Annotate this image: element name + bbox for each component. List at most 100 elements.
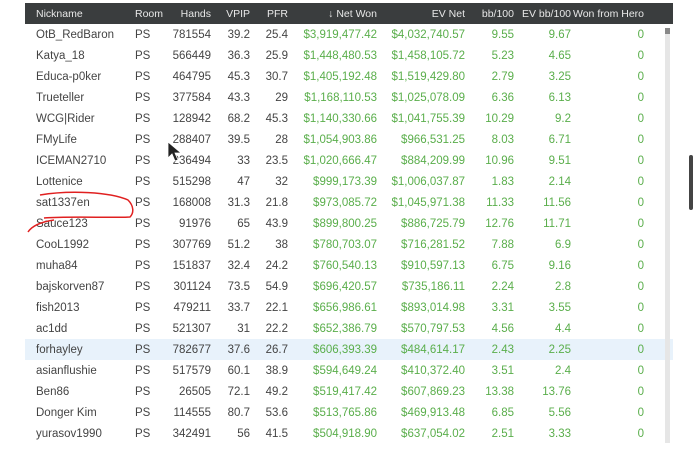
cell-hands: 566449 xyxy=(172,49,211,62)
cell-ev-net: $637,054.02 xyxy=(401,427,465,440)
column-header-vpip[interactable]: VPIP xyxy=(211,3,250,24)
cell-nickname: ac1dd xyxy=(36,322,68,335)
table-row[interactable]: yurasov1990 PS 342491 56 41.5 $504,918.90 $637… xyxy=(25,423,673,444)
cell-room: PS xyxy=(135,322,151,335)
table-scrollbar-thumb[interactable] xyxy=(665,28,670,34)
cell-net-won: $1,168,110.53 xyxy=(304,91,377,104)
cell-won-from-hero: 0 xyxy=(637,175,644,188)
cell-vpip: 47 xyxy=(237,175,250,188)
cell-vpip: 72.1 xyxy=(227,385,250,398)
column-header-hands[interactable]: Hands xyxy=(165,3,211,24)
column-header-bb-100[interactable]: bb/100 xyxy=(465,3,514,24)
cell-ev-net: $884,209.99 xyxy=(401,154,465,167)
column-header-won-from-hero[interactable]: Won from Hero xyxy=(571,3,649,24)
cell-won-from-hero: 0 xyxy=(637,322,644,335)
cell-hands: 782677 xyxy=(165,339,211,360)
cell-vpip: 68.2 xyxy=(227,112,250,125)
table-row[interactable]: ac1dd PS 521307 31 22.2 $652,386.79 $570,797.5… xyxy=(25,318,673,339)
cell-net-won: $899,800.25 xyxy=(313,217,377,230)
table-row[interactable]: Ben86 PS 26505 72.1 49.2 $519,417.42 $607,869.… xyxy=(25,381,673,402)
cell-won-from-hero: 0 xyxy=(637,238,644,251)
cell-won-from-hero: 0 xyxy=(637,280,644,293)
column-header-label: VPIP xyxy=(226,7,250,20)
cell-room: PS xyxy=(135,49,151,62)
cell-hands: 377584 xyxy=(172,91,211,104)
cell-bb-100: 8.03 xyxy=(491,133,514,146)
table-row[interactable]: forhayley PS 782677 37.6 26.7 $606,393.39 $484… xyxy=(25,339,673,360)
cell-ev-bb-100: 2.25 xyxy=(514,339,571,360)
column-header-ev-bb-100[interactable]: EV bb/100 xyxy=(514,3,571,24)
cell-hands: 479211 xyxy=(173,301,211,314)
cell-ev-net: $570,797.53 xyxy=(401,322,465,335)
cell-pfr: 41.5 xyxy=(265,427,288,440)
table-row[interactable]: Educa-p0ker PS 464795 45.3 30.7 $1,405,192.48… xyxy=(25,66,673,87)
cell-ev-bb-100: 4.65 xyxy=(548,49,571,62)
table-row[interactable]: CooL1992 PS 307769 51.2 38 $780,703.07 $716,28… xyxy=(25,234,673,255)
column-header-label: PFR xyxy=(267,7,288,20)
cell-ev-net: $893,014.98 xyxy=(401,301,465,314)
cell-net-won: $519,417.42 xyxy=(313,385,377,398)
column-header-room[interactable]: Room xyxy=(125,3,165,24)
cell-pfr: 32 xyxy=(275,175,288,188)
cell-bb-100: 9.55 xyxy=(491,28,514,41)
table-row[interactable]: fish2013 PS 479211 33.7 22.1 $656,986.61 $893,… xyxy=(25,297,673,318)
column-header-nickname[interactable]: Nickname xyxy=(25,3,125,24)
table-row[interactable]: Trueteller PS 377584 43.3 29 $1,168,110.53 $1,… xyxy=(25,87,673,108)
table-row[interactable]: bajskorven87 PS 301124 73.5 54.9 $696,420.57 $… xyxy=(25,276,673,297)
column-header-net-won[interactable]: ↓ Net Won xyxy=(288,3,377,24)
cell-ev-net: $886,725.79 xyxy=(401,217,465,230)
table-row[interactable]: sat1337en PS 168008 31.3 21.8 $973,085.72 $1,0… xyxy=(25,192,673,213)
cell-vpip: 37.6 xyxy=(211,339,250,360)
cell-ev-net: $910,597.13 xyxy=(401,259,465,272)
cell-nickname: fish2013 xyxy=(36,301,80,314)
column-header-ev-net[interactable]: EV Net xyxy=(377,3,465,24)
cell-hands: 781554 xyxy=(172,28,211,41)
cell-bb-100: 3.31 xyxy=(491,301,514,314)
header-spacer xyxy=(649,3,673,24)
cell-won-from-hero: 0 xyxy=(637,364,644,377)
cell-pfr: 25.4 xyxy=(265,28,288,41)
cell-net-won: $696,420.57 xyxy=(313,280,377,293)
cell-bb-100: 6.36 xyxy=(491,91,514,104)
cell-nickname: yurasov1990 xyxy=(36,427,102,440)
cell-nickname: Ben86 xyxy=(36,385,70,398)
cell-hands: 114555 xyxy=(173,406,211,419)
cell-net-won: $594,649.24 xyxy=(313,364,377,377)
table-scrollbar[interactable] xyxy=(665,28,670,443)
cell-ev-bb-100: 2.4 xyxy=(555,364,571,377)
cell-ev-net: $607,869.23 xyxy=(401,385,465,398)
cell-nickname: muha84 xyxy=(36,259,78,272)
cell-nickname: forhayley xyxy=(25,339,125,360)
cell-room: PS xyxy=(135,133,151,146)
cell-won-from-hero: 0 xyxy=(637,49,644,62)
table-row[interactable]: asianflushie PS 517579 60.1 38.9 $594,649.24 $… xyxy=(25,360,673,381)
table-row[interactable]: Katya_18 PS 566449 36.3 25.9 $1,448,480.53 $1,… xyxy=(25,45,673,66)
table-row[interactable]: WCG|Rider PS 128942 68.2 45.3 $1,140,330.66 $1… xyxy=(25,108,673,129)
cell-won-from-hero: 0 xyxy=(637,196,644,209)
cell-vpip: 73.5 xyxy=(227,280,250,293)
table-row[interactable]: ICEMAN2710 PS 236494 33 23.5 $1,020,666.47 $88… xyxy=(25,150,673,171)
table-row[interactable]: Sauce123 PS 91976 65 43.9 $899,800.25 $886,725… xyxy=(25,213,673,234)
cell-bb-100: 10.96 xyxy=(485,154,514,167)
cell-pfr: 23.5 xyxy=(265,154,288,167)
cell-hands: 521307 xyxy=(172,322,211,335)
cell-nickname: Educa-p0ker xyxy=(36,70,102,83)
cell-hands: 288407 xyxy=(172,133,211,146)
table-row[interactable]: Donger Kim PS 114555 80.7 53.6 $513,765.86 $46… xyxy=(25,402,673,423)
table-row[interactable]: FMyLife PS 288407 39.5 28 $1,054,903.86 $966,5… xyxy=(25,129,673,150)
cell-vpip: 51.2 xyxy=(227,238,250,251)
cell-pfr: 30.7 xyxy=(265,70,288,83)
cell-ev-net: $1,519,429.80 xyxy=(391,70,465,83)
cell-won-from-hero: 0 xyxy=(637,70,644,83)
cell-bb-100: 6.75 xyxy=(491,259,514,272)
cell-net-won: $999,173.39 xyxy=(313,175,377,188)
column-header-pfr[interactable]: PFR xyxy=(250,3,288,24)
table-row[interactable]: OtB_RedBaron PS 781554 39.2 25.4 $3,919,477.4… xyxy=(25,24,673,45)
cell-nickname: bajskorven87 xyxy=(36,280,105,293)
cell-nickname: CooL1992 xyxy=(36,238,90,251)
page-scrollbar-thumb[interactable] xyxy=(689,155,693,210)
cell-nickname: Sauce123 xyxy=(36,217,88,230)
cell-room: PS xyxy=(135,112,151,125)
table-row[interactable]: Lottenice PS 515298 47 32 $999,173.39 $1,006,0… xyxy=(25,171,673,192)
table-row[interactable]: muha84 PS 151837 32.4 24.2 $760,540.13 $910,59… xyxy=(25,255,673,276)
